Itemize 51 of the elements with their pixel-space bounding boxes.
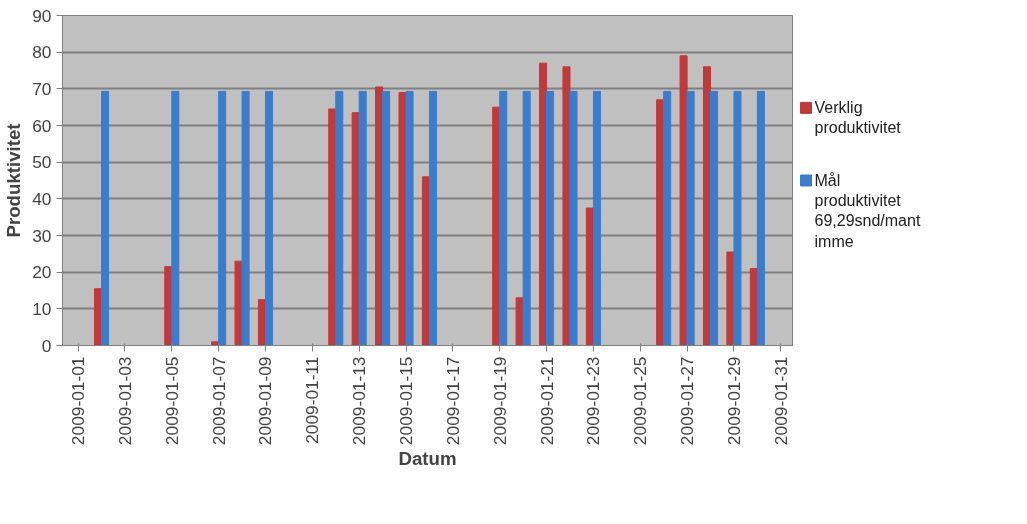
bar	[218, 90, 227, 346]
x-tick-label: 2009-01-07	[208, 356, 229, 446]
x-tick-label: 2009-01-15	[396, 356, 417, 446]
x-tick-label: 2009-01-13	[349, 356, 370, 446]
bar	[358, 90, 367, 346]
bar	[663, 90, 672, 346]
y-axis-title: Produktivitet	[3, 123, 25, 238]
bar	[264, 90, 274, 346]
x-tick-label: 2009-01-17	[442, 356, 463, 446]
y-tick-label: 0	[41, 335, 52, 356]
y-tick-label: 30	[32, 225, 52, 246]
x-tick-label: 2009-01-25	[630, 356, 651, 446]
bar	[171, 90, 180, 346]
x-tick-label: 2009-01-03	[114, 356, 135, 446]
x-tick-label: 2009-01-27	[677, 356, 698, 446]
bar	[428, 90, 437, 346]
y-tick-label: 20	[32, 262, 52, 283]
y-tick-label: 80	[32, 42, 52, 63]
x-tick-label: 2009-01-05	[161, 356, 182, 446]
x-tick-label: 2009-01-01	[68, 356, 89, 446]
bar	[546, 90, 555, 346]
bar	[686, 90, 695, 346]
bar	[382, 90, 391, 346]
bar	[335, 90, 344, 346]
x-tick-label: 2009-01-29	[723, 356, 744, 446]
y-tick-label: 70	[32, 78, 52, 99]
bar	[733, 90, 742, 346]
bar	[710, 90, 719, 346]
bar	[499, 90, 508, 346]
x-tick-label: 2009-01-23	[583, 356, 604, 446]
bar	[756, 90, 765, 346]
y-tick-label: 10	[32, 298, 52, 319]
legend-label: Verklig produktivitet	[814, 98, 902, 137]
y-tick-label: 60	[32, 115, 52, 136]
x-tick-label: 2009-01-09	[255, 356, 276, 446]
x-tick-label: 2009-01-21	[536, 356, 557, 446]
x-tick-label: 2009-01-31	[770, 356, 791, 446]
bar	[405, 90, 414, 346]
bar	[679, 55, 688, 346]
x-tick-label: 2009-01-11	[302, 356, 323, 444]
bar	[569, 90, 578, 346]
bar	[101, 90, 110, 346]
y-tick-label: 40	[32, 188, 52, 209]
y-tick-label: 90	[32, 5, 52, 26]
bar	[522, 90, 531, 346]
bar	[241, 90, 250, 346]
bar	[592, 90, 601, 346]
y-tick-label: 50	[32, 152, 52, 173]
x-tick-label: 2009-01-19	[489, 356, 510, 446]
legend-label: Mål produktivitet 69,29snd/mantimme	[814, 171, 921, 250]
x-axis-title: Datum	[398, 448, 457, 470]
